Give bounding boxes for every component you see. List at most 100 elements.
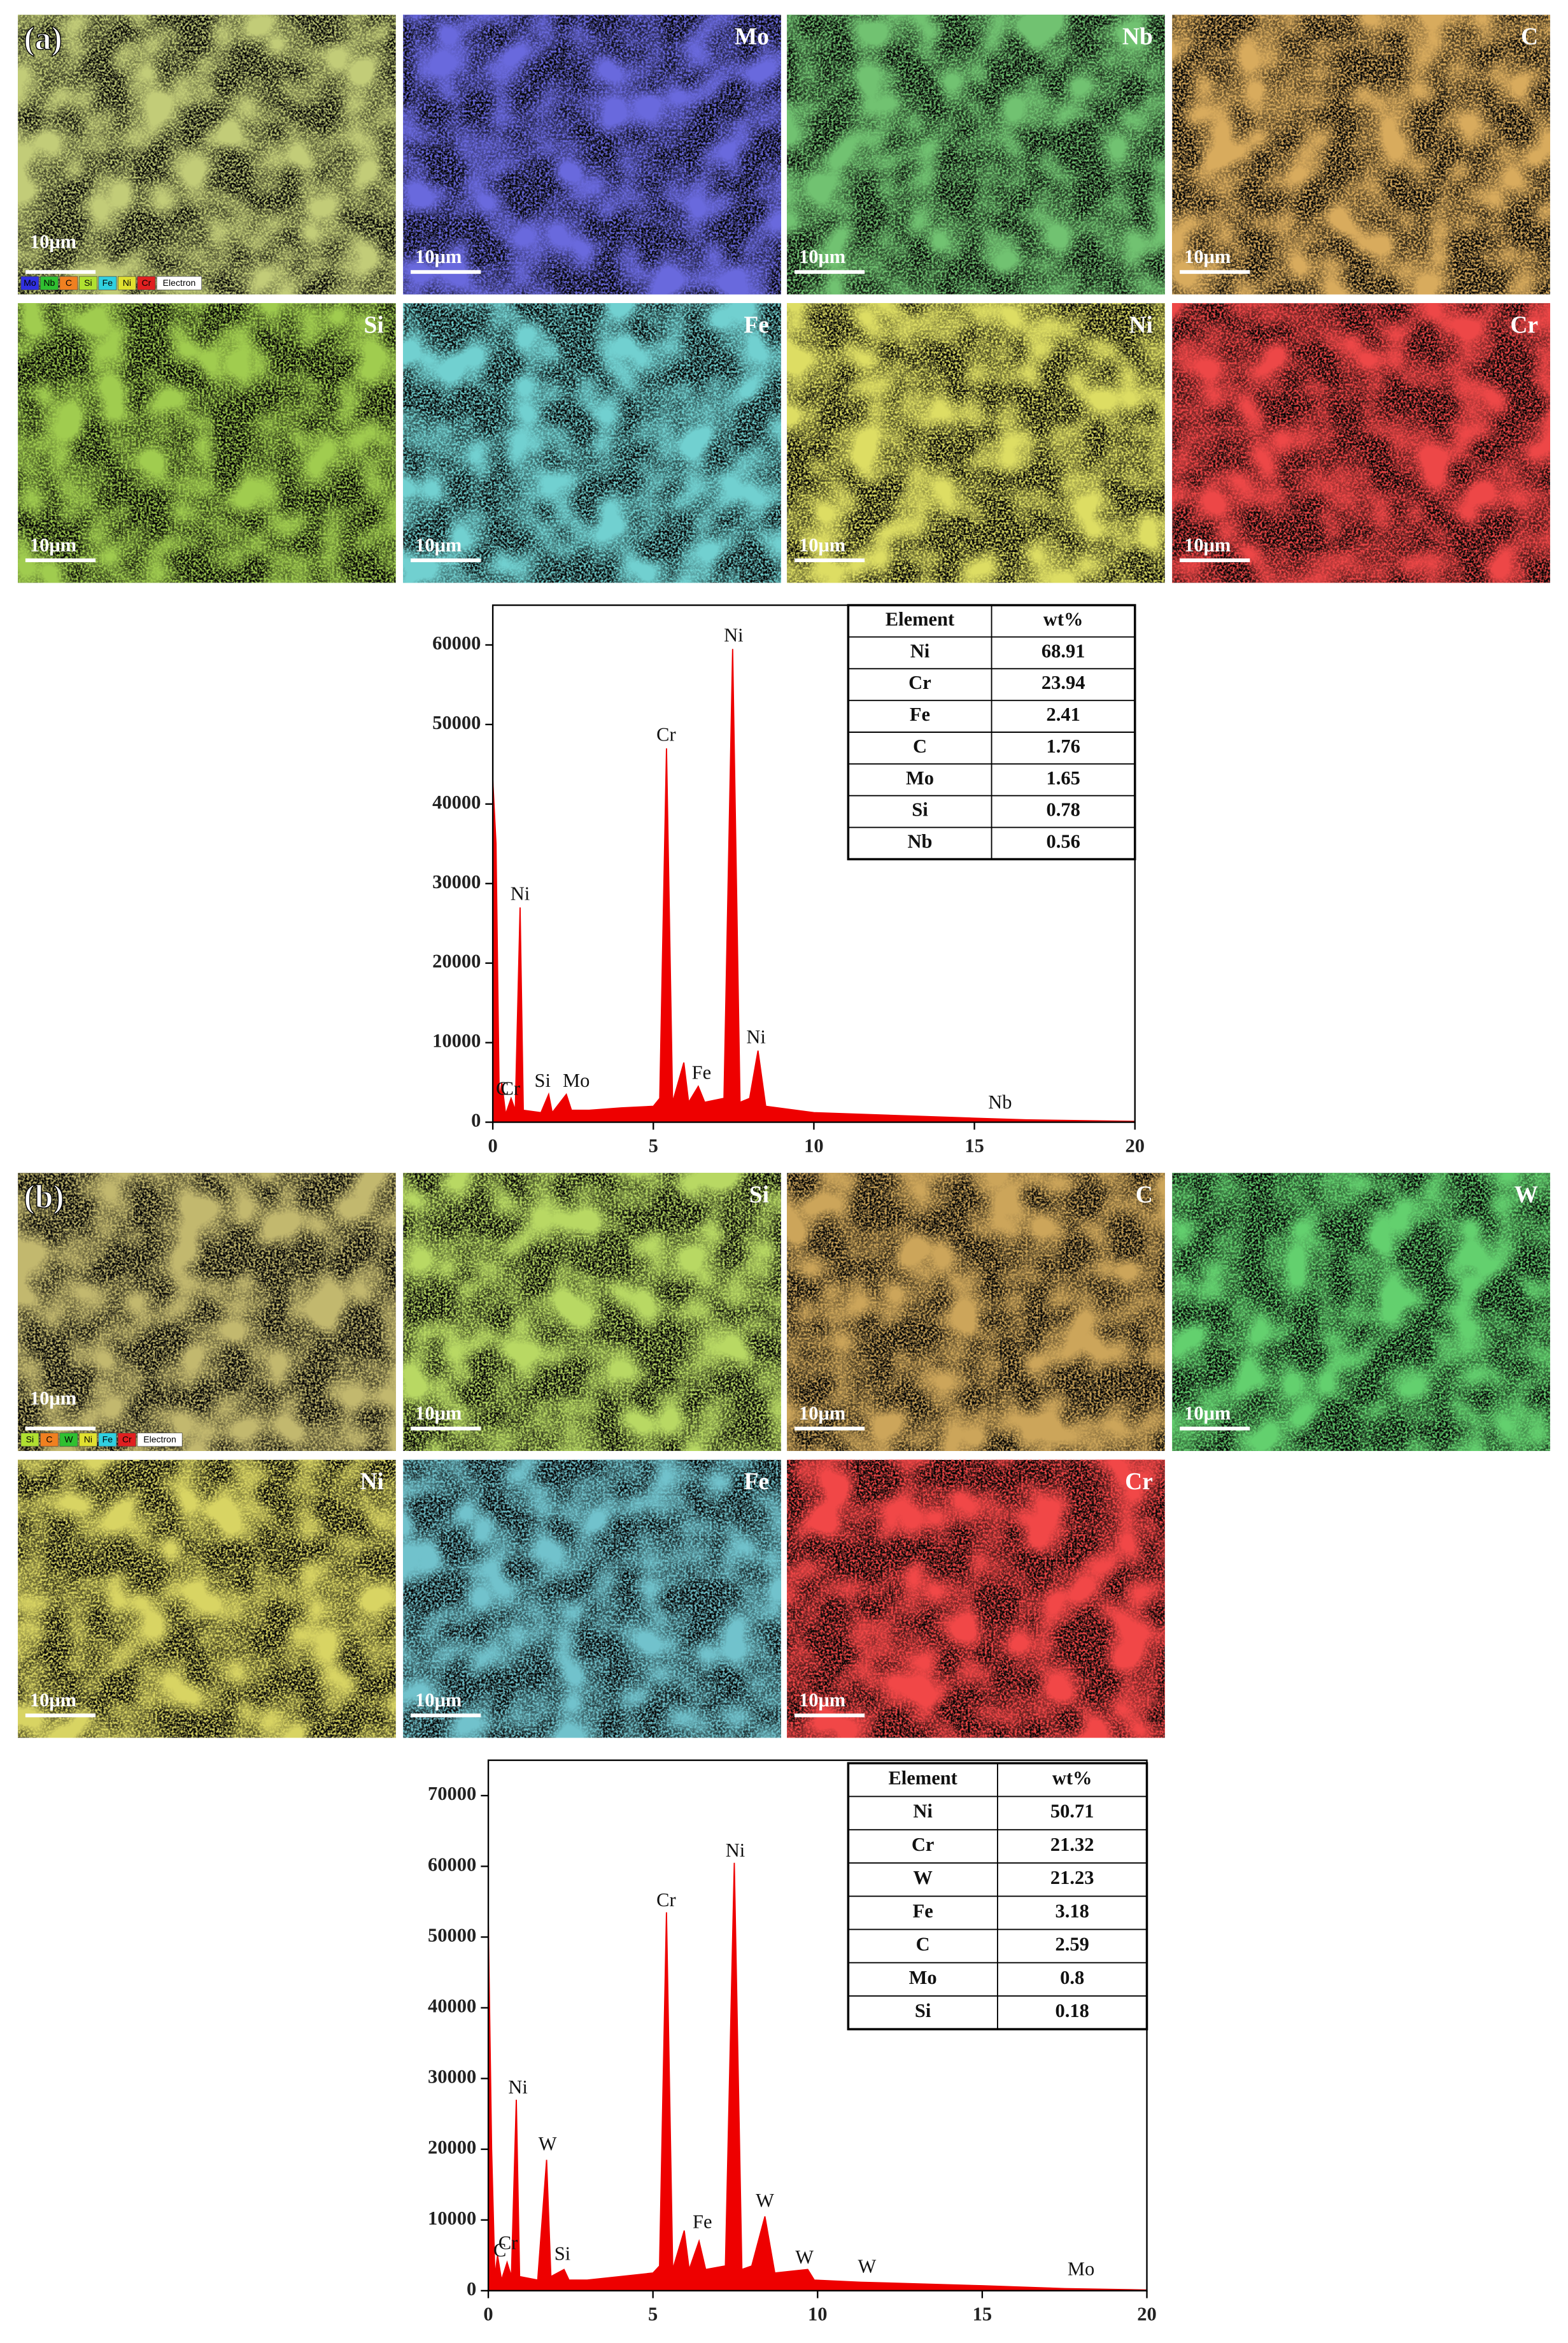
- peak-label: C: [496, 1078, 509, 1100]
- table-cell: Mo: [909, 1967, 937, 1988]
- table-cell: Ni: [913, 1801, 933, 1822]
- composition-table: Element wt% Ni 68.91 Cr 23.94 Fe 2.41 C 1.76 Mo 1.6…: [847, 604, 1136, 861]
- scale-bar-label: 10μm: [415, 1403, 462, 1424]
- x-tick-label: 15: [964, 1135, 984, 1156]
- map-speckle: [787, 1459, 1165, 1738]
- peak-label: W: [858, 2255, 876, 2277]
- eds-map: 10μm Si C W Ni Fe Cr Electron: [18, 1173, 396, 1451]
- legend-label: Electron: [163, 278, 196, 288]
- map-speckle: [787, 1173, 1165, 1451]
- eds-map: Fe 10μm: [403, 303, 781, 583]
- spectrum-chart: 0 5 10 15 20 0 10000 20000 30000 40000 50000 60000 C…: [432, 604, 1145, 1156]
- y-tick-label: 20000: [432, 951, 481, 972]
- table-cell: 2.41: [1046, 704, 1080, 725]
- legend-chip: [156, 276, 202, 290]
- peak-label: Nb: [988, 1091, 1012, 1113]
- x-tick-label: 15: [973, 2304, 992, 2325]
- eds-map: Si 10μm: [18, 303, 396, 583]
- element-label: Si: [749, 1182, 769, 1208]
- y-tick-label: 0: [471, 1110, 481, 1131]
- legend-label: Si: [26, 1434, 34, 1445]
- legend-label: Cr: [141, 278, 151, 288]
- legend-chip: [98, 1433, 117, 1447]
- eds-map: 10μm Mo Nb C Si Fe Ni Cr Electron: [18, 15, 396, 295]
- eds-map: C 10μm: [1172, 15, 1550, 295]
- element-label: C: [1521, 24, 1538, 50]
- eds-map: Si 10μm: [403, 1173, 781, 1451]
- y-tick-label: 10000: [432, 1030, 481, 1052]
- legend-label: C: [66, 278, 72, 288]
- legend-chip: [137, 276, 156, 290]
- scale-bar-label: 10μm: [799, 246, 845, 267]
- legend-label: Ni: [123, 278, 131, 288]
- eds-map: Nb 10μm: [787, 15, 1165, 295]
- map-speckle: [787, 303, 1165, 583]
- map-speckle: [1172, 1173, 1550, 1451]
- legend-label: Fe: [102, 278, 113, 288]
- legend-chip: [117, 276, 136, 290]
- peak-label: Cr: [656, 724, 675, 746]
- map-speckle: [1172, 15, 1550, 295]
- scale-bar-label: 10μm: [415, 534, 462, 556]
- legend-chip: [117, 1433, 136, 1447]
- legend-chip: [39, 1433, 59, 1447]
- table-cell: C: [913, 735, 927, 757]
- table-cell: Fe: [910, 704, 930, 725]
- scale-bar-label: 10μm: [30, 534, 76, 556]
- element-label: Cr: [1125, 1469, 1153, 1495]
- y-tick-label: 40000: [432, 791, 481, 813]
- scale-bar-label: 10μm: [30, 1387, 76, 1409]
- element-label: C: [1136, 1182, 1153, 1208]
- legend-chip: [20, 276, 39, 290]
- peak-label: Ni: [746, 1026, 765, 1047]
- map-speckle: [403, 15, 781, 295]
- legend-chip: [20, 1433, 39, 1447]
- table-cell: W: [913, 1867, 933, 1888]
- eds-map: Cr 10μm: [1172, 303, 1550, 583]
- table-cell: 1.76: [1046, 735, 1080, 757]
- y-tick-label: 10000: [428, 2207, 476, 2229]
- table-cell: 0.18: [1056, 2000, 1089, 2021]
- y-tick-label: 30000: [432, 871, 481, 893]
- map-speckle: [18, 303, 396, 583]
- legend-label: Cr: [122, 1434, 132, 1445]
- peak-label: Cr: [498, 2232, 518, 2254]
- table-cell: C: [916, 1934, 930, 1955]
- peak-label: Fe: [692, 1062, 711, 1084]
- eds-map: W 10μm: [1172, 1173, 1550, 1451]
- legend-chip: [59, 1433, 78, 1447]
- table-header: wt%: [1043, 608, 1084, 630]
- element-label: Ni: [360, 1469, 384, 1495]
- map-speckle: [18, 15, 396, 295]
- element-label: Si: [364, 313, 384, 339]
- table-cell: 21.32: [1050, 1834, 1094, 1855]
- peak-label: Ni: [726, 1839, 745, 1861]
- table-header: Element: [888, 1767, 957, 1788]
- x-tick-label: 10: [808, 2304, 827, 2325]
- scale-bar-label: 10μm: [799, 1403, 845, 1424]
- legend-chip: [78, 1433, 97, 1447]
- legend-chip: [137, 1433, 183, 1447]
- x-tick-label: 20: [1125, 1135, 1144, 1156]
- table-cell: Cr: [908, 672, 931, 693]
- legend-label: Fe: [102, 1434, 113, 1445]
- element-label: Ni: [1129, 313, 1153, 339]
- map-speckle: [1172, 303, 1550, 583]
- x-tick-label: 5: [649, 1135, 658, 1156]
- peak-label: W: [795, 2246, 814, 2268]
- spectrum-area: [488, 1862, 1148, 2291]
- x-tick-label: 5: [648, 2304, 658, 2325]
- peak-label: Ni: [724, 624, 743, 646]
- peak-label: Mo: [563, 1070, 590, 1091]
- peak-label: Cr: [501, 1078, 520, 1100]
- legend-label: Electron: [143, 1434, 176, 1445]
- map-speckle: [18, 1173, 396, 1451]
- y-tick-label: 0: [467, 2278, 476, 2300]
- table-cell: 0.8: [1060, 1967, 1084, 1988]
- x-tick-label: 0: [483, 2304, 493, 2325]
- peak-label: Si: [535, 1070, 551, 1091]
- scale-bar-label: 10μm: [415, 1689, 462, 1711]
- table-cell: 23.94: [1042, 672, 1085, 693]
- legend-chip: [78, 276, 97, 290]
